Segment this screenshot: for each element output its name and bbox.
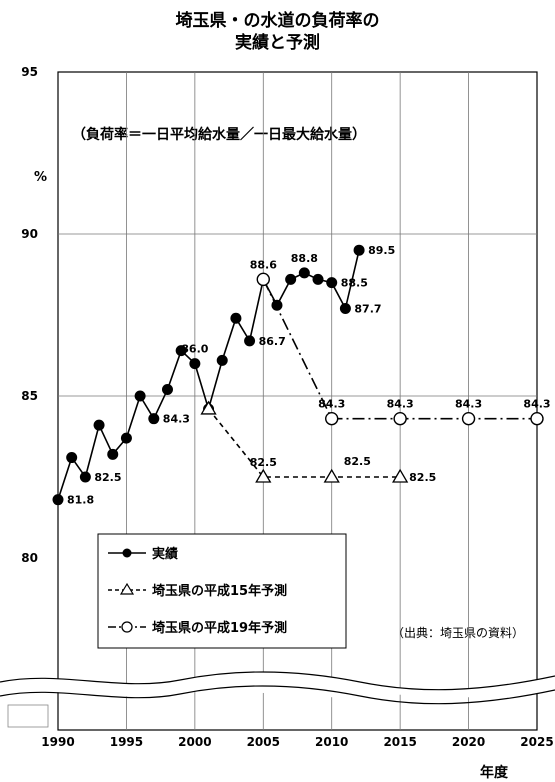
data-point [392,468,409,483]
data-label: 87.7 [354,303,381,316]
legend-label: 埼玉県の平成19年予測 [152,620,287,636]
y-axis-unit: % [34,170,48,185]
data-point [107,448,119,460]
x-axis-label: 年度 [480,765,508,781]
data-point [189,358,201,370]
data-label: 84.3 [455,398,482,411]
data-point [79,471,91,483]
data-point [461,411,476,426]
data-point [244,335,256,347]
data-point [161,384,173,396]
chart-subtitle: 実績と予測 [235,33,320,53]
x-tick-label: 2010 [315,735,348,749]
data-label: 88.8 [291,252,318,265]
data-label: 82.5 [409,471,436,484]
data-point [216,354,228,366]
data-point [326,277,338,289]
data-point [120,432,132,444]
data-label: 84.3 [387,398,414,411]
x-tick-label: 1995 [110,735,143,749]
y-tick-label: 85 [21,389,38,403]
data-point [255,468,272,483]
data-label: 88.6 [250,258,277,271]
data-point [530,411,544,426]
data-point [52,494,64,506]
legend-label: 埼玉県の平成15年予測 [152,583,287,599]
legend-marker [122,548,132,558]
data-point [298,267,310,279]
data-point [393,411,407,426]
data-label: 86.7 [259,335,286,348]
data-label: 84.3 [318,398,345,411]
x-tick-label: 2005 [247,735,280,749]
data-point [134,390,146,402]
x-tick-label: 1990 [41,735,74,749]
legend-label: 実績 [152,546,178,562]
chart-note: （負荷率＝一日平均給水量／一日最大給水量） [72,127,366,143]
legend-marker [121,621,133,633]
data-label: 82.5 [250,456,277,469]
y-tick-label: 95 [21,65,38,79]
data-label: 82.5 [94,471,121,484]
data-point [230,312,242,324]
data-label: 84.3 [163,413,190,426]
legend-marker [119,582,135,595]
axis-break-mask [0,671,555,698]
data-point [175,345,187,357]
data-point [339,303,351,315]
data-label: 81.8 [67,494,94,507]
chart-title: 埼玉県・の水道の負荷率の [175,11,380,31]
series-line [207,408,401,478]
data-label: 82.5 [344,455,371,468]
axis-break-line [0,685,555,705]
data-point [285,273,297,285]
data-label: 84.3 [523,398,550,411]
data-point [353,244,365,256]
data-point [200,400,217,415]
data-label: 89.5 [368,244,395,257]
data-point [66,452,78,464]
x-tick-label: 2020 [452,735,485,749]
series-line [57,250,360,500]
plot-frame [57,71,538,731]
x-tick-label: 2000 [178,735,211,749]
source-note: （出典：埼玉県の資料） [392,626,525,640]
data-point [325,411,339,426]
data-point [271,299,283,311]
data-point [323,468,340,483]
data-label: 88.5 [341,277,368,290]
y-tick-label: 90 [21,227,38,241]
data-point [312,273,324,285]
data-label: 86.0 [181,343,208,356]
y-tick-label: 80 [21,551,38,565]
x-tick-label: 2015 [383,735,416,749]
data-point [148,413,160,425]
data-point [93,419,105,431]
blank-box [7,704,49,728]
axis-break-line [0,671,555,691]
x-tick-label: 2025 [520,735,553,749]
data-point [256,272,270,287]
